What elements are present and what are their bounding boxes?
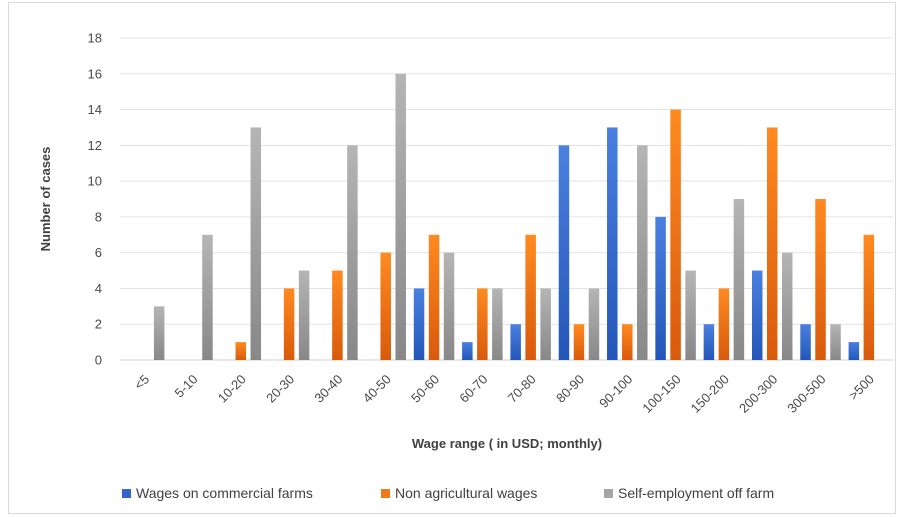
bar-self-employment — [733, 199, 745, 360]
y-tick-label: 12 — [88, 138, 102, 153]
bar-commercial-farms — [703, 324, 715, 360]
bar-self-employment — [153, 306, 165, 360]
legend-item: Non agricultural wages — [381, 485, 537, 501]
gridlines — [120, 37, 893, 361]
legend-swatch — [381, 489, 390, 498]
bar-non-agricultural — [573, 324, 585, 360]
legend-swatch — [122, 489, 131, 498]
bar-commercial-farms — [800, 324, 811, 360]
bar-non-agricultural — [815, 199, 826, 360]
legend-label: Non agricultural wages — [395, 485, 537, 501]
bar-commercial-farms — [848, 342, 860, 360]
y-tick-label: 6 — [95, 245, 102, 260]
bar-non-agricultural — [525, 234, 536, 360]
bar-self-employment — [781, 252, 793, 360]
x-axis-title: Wage range ( in USD; monthly) — [412, 436, 602, 451]
bar-non-agricultural — [380, 252, 391, 360]
x-tick-label: 40-50 — [360, 372, 394, 406]
legend-label: Self-employment off farm — [618, 485, 774, 501]
x-tick-label: 5-10 — [172, 372, 201, 401]
y-tick-label: 18 — [88, 31, 102, 46]
bar-commercial-farms — [607, 127, 618, 360]
bar-self-employment — [830, 324, 841, 360]
bars — [153, 73, 875, 361]
bar-non-agricultural — [718, 288, 730, 360]
bar-self-employment — [395, 73, 406, 361]
bar-non-agricultural — [283, 288, 295, 360]
x-tick-label: 200-300 — [736, 372, 780, 416]
bar-commercial-farms — [462, 342, 473, 360]
bar-non-agricultural — [332, 270, 343, 360]
bar-non-agricultural — [670, 109, 681, 360]
x-tick-label: 150-200 — [688, 372, 732, 416]
bar-non-agricultural — [766, 127, 778, 360]
y-tick-label: 8 — [95, 209, 102, 224]
bar-commercial-farms — [655, 216, 666, 360]
bar-non-agricultural — [863, 234, 875, 360]
x-tick-label: 50-60 — [408, 372, 442, 406]
y-tick-label: 2 — [95, 317, 102, 332]
bar-self-employment — [588, 288, 600, 360]
bar-commercial-farms — [751, 270, 763, 360]
x-tick-label: 10-20 — [215, 372, 249, 406]
bar-commercial-farms — [510, 324, 521, 360]
x-tick-label: <5 — [131, 372, 152, 393]
x-tick-label: 100-150 — [639, 372, 683, 416]
bar-commercial-farms — [558, 145, 570, 360]
y-tick-label: 16 — [88, 66, 102, 81]
x-tick-label: >500 — [846, 372, 877, 403]
y-axis-title: Number of cases — [38, 147, 53, 252]
bar-self-employment — [347, 145, 358, 360]
legend-item: Self-employment off farm — [604, 485, 774, 501]
legend: Wages on commercial farms Non agricultura… — [122, 485, 774, 501]
x-tick-label: 300-500 — [784, 372, 828, 416]
bar-self-employment — [685, 270, 696, 360]
x-tick-label: 20-30 — [263, 372, 297, 406]
bar-self-employment — [298, 270, 310, 360]
y-tick-label: 0 — [95, 353, 102, 368]
y-tick-label: 10 — [88, 174, 102, 189]
bar-self-employment — [443, 252, 455, 360]
bar-non-agricultural — [428, 234, 440, 360]
bar-self-employment — [492, 288, 503, 360]
legend-item: Wages on commercial farms — [122, 485, 313, 501]
x-tick-label: 70-80 — [505, 372, 539, 406]
legend-label: Wages on commercial farms — [136, 485, 313, 501]
bar-self-employment — [540, 288, 551, 360]
legend-swatch — [604, 489, 613, 498]
x-tick-label: 30-40 — [311, 372, 345, 406]
bar-non-agricultural — [477, 288, 488, 360]
bar-self-employment — [202, 234, 213, 360]
x-tick-label: 80-90 — [553, 372, 587, 406]
x-tick-label: 60-70 — [456, 372, 490, 406]
x-axis-tick-labels: <5 5-10 10-20 20-30 30-40 40-50 50-60 60-70 70-8… — [131, 372, 877, 416]
x-tick-label: 90-100 — [596, 372, 635, 411]
bar-non-agricultural — [235, 342, 247, 360]
bar-commercial-farms — [413, 288, 425, 360]
bar-self-employment — [637, 145, 648, 360]
y-tick-label: 14 — [88, 102, 102, 117]
y-tick-label: 4 — [95, 281, 102, 296]
bar-non-agricultural — [622, 324, 633, 360]
bar-self-employment — [250, 127, 262, 360]
y-axis-tick-labels: 0 2 4 6 8 10 12 14 16 18 — [88, 31, 102, 368]
